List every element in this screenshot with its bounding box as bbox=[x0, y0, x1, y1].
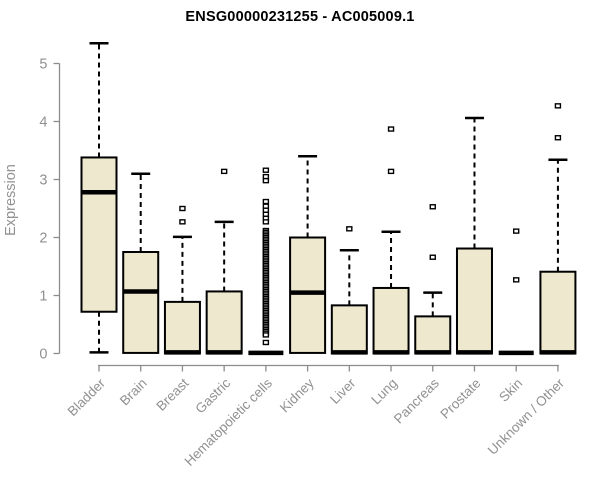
x-category-label: Prostate bbox=[437, 376, 483, 422]
x-category-label: Lung bbox=[368, 376, 400, 408]
box-liver bbox=[330, 304, 368, 355]
y-tick-label: 0 bbox=[39, 347, 47, 363]
y-tick-label: 2 bbox=[39, 231, 47, 247]
x-category-label: Brain bbox=[117, 376, 150, 409]
outlier-point-gastric bbox=[220, 168, 228, 175]
outlier-point-skin bbox=[513, 228, 520, 234]
outlier-point-lung bbox=[387, 126, 395, 132]
x-category-label: Kidney bbox=[277, 375, 317, 415]
chart-title: ENSG00000231255 - AC005009.1 bbox=[185, 9, 415, 25]
x-category-label: Liver bbox=[327, 375, 359, 407]
outlier-point-pancreas bbox=[429, 204, 436, 210]
outlier-point-unknown-other bbox=[554, 135, 562, 141]
box-lung bbox=[372, 286, 410, 355]
box-unknown-other bbox=[539, 270, 577, 355]
y-tick-label: 1 bbox=[39, 289, 47, 305]
box-gastric bbox=[205, 290, 243, 355]
outlier-point-pancreas bbox=[429, 254, 436, 260]
box-breast bbox=[163, 300, 201, 355]
y-tick-label: 3 bbox=[39, 173, 47, 189]
y-tick-label: 4 bbox=[39, 115, 47, 131]
x-category-label: Bladder bbox=[65, 375, 109, 419]
box-bladder bbox=[80, 156, 118, 313]
outlier-point-hematopoietic-cells bbox=[262, 177, 270, 184]
box-prostate bbox=[455, 247, 493, 355]
box-kidney bbox=[289, 236, 327, 354]
x-category-label: Skin bbox=[496, 376, 525, 405]
outlier-point-liver bbox=[346, 226, 353, 232]
x-category-label: Gastric bbox=[192, 375, 233, 416]
box-brain bbox=[122, 251, 160, 354]
outlier-point-lung bbox=[387, 168, 395, 175]
outlier-point-unknown-other bbox=[554, 103, 562, 109]
outlier-point-breast bbox=[179, 219, 186, 225]
y-axis-title: Expression bbox=[3, 164, 19, 236]
box-pancreas bbox=[414, 315, 452, 355]
outlier-point-skin bbox=[513, 277, 520, 283]
x-category-label: Breast bbox=[153, 375, 191, 413]
x-category-label: Pancreas bbox=[391, 375, 442, 426]
outlier-point-hematopoietic-cells bbox=[262, 339, 270, 346]
outlier-point-hematopoietic-cells bbox=[262, 198, 270, 205]
outlier-point-hematopoietic-cells bbox=[262, 219, 270, 225]
outlier-point-hematopoietic-cells bbox=[262, 167, 270, 173]
x-category-label: Unknown / Other bbox=[485, 375, 568, 458]
outlier-point-breast bbox=[179, 205, 186, 212]
outlier-point-hematopoietic-cells bbox=[262, 332, 270, 338]
y-tick-label: 5 bbox=[39, 57, 47, 73]
